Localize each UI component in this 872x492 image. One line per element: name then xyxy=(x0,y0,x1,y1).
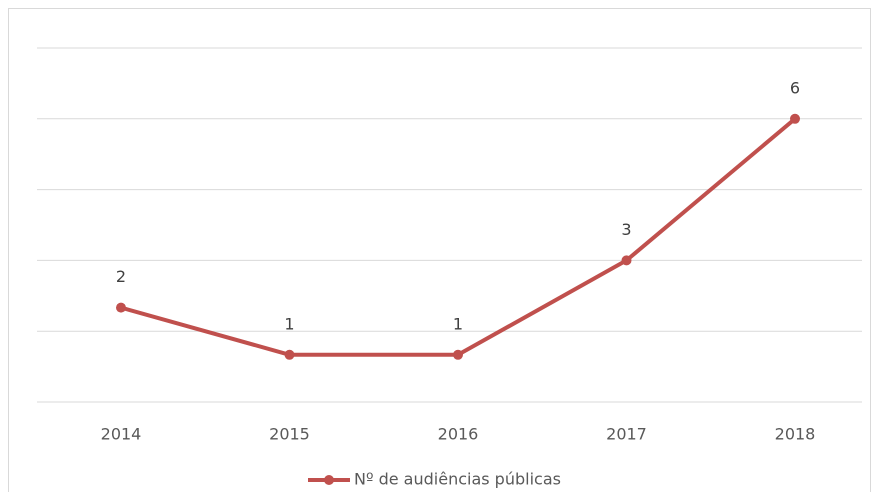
chart-frame xyxy=(8,8,871,492)
legend-marker xyxy=(324,475,334,485)
x-tick-label: 2016 xyxy=(438,425,479,444)
data-point xyxy=(790,113,800,124)
data-point xyxy=(453,349,463,360)
x-tick-label: 2014 xyxy=(101,425,142,444)
data-label: 2 xyxy=(116,267,126,286)
x-tick-label: 2018 xyxy=(775,425,816,444)
data-label: 3 xyxy=(621,220,631,239)
data-point xyxy=(621,255,632,266)
data-point xyxy=(284,349,295,360)
x-tick-label: 2017 xyxy=(606,425,647,444)
data-label: 1 xyxy=(453,314,463,333)
data-point xyxy=(116,302,126,313)
data-label: 6 xyxy=(790,78,800,97)
data-label: 1 xyxy=(284,314,294,333)
x-tick-label: 2015 xyxy=(269,425,310,444)
legend-label: Nº de audiências públicas xyxy=(354,470,561,489)
